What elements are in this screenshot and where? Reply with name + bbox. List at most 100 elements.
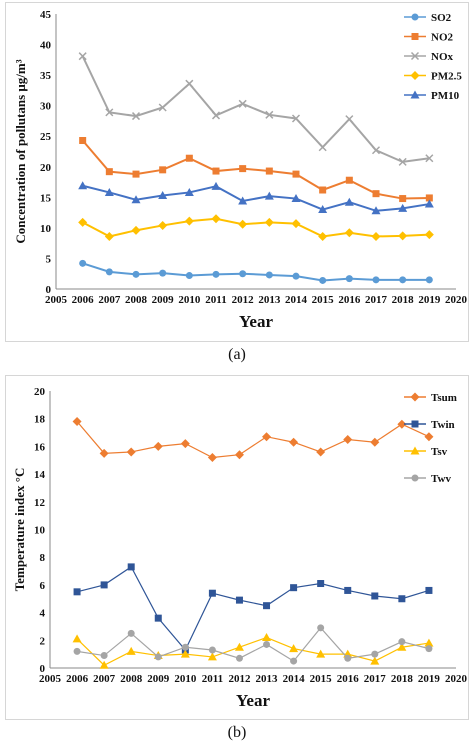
caption-a: (a): [228, 346, 246, 363]
chart0-data-point: [185, 272, 193, 280]
chart0-data-point: [238, 99, 247, 108]
chart1-legend-item: Twv: [404, 473, 451, 485]
chart1-data-point: [207, 652, 217, 661]
chart1-y-tick-label: 20: [34, 386, 46, 398]
chart1-data-point: [153, 441, 163, 451]
chart1-data-point: [289, 437, 299, 447]
chart1-data-point: [208, 589, 216, 597]
chart0-legend-item: PM2.5: [404, 71, 462, 83]
chart1-data-point: [73, 647, 81, 655]
chart1-data-point: [207, 452, 217, 462]
chart0-data-point: [158, 103, 167, 112]
chart0-data-point: [318, 143, 327, 152]
chart0-data-point: [291, 219, 301, 229]
chart0-x-tick-label: 2012: [232, 294, 255, 306]
chart1-data-point: [127, 629, 135, 637]
chart0-y-tick-label: 0: [46, 284, 52, 296]
chart0-data-point: [212, 270, 220, 278]
chart1-x-tick-label: 2005: [39, 673, 62, 685]
chart0-y-tick-label: 35: [40, 70, 52, 82]
chart0-data-point: [239, 270, 247, 278]
chart1-legend-label: Tsum: [431, 392, 457, 404]
chart1-x-tick-label: 2020: [445, 673, 468, 685]
chart1-data-point: [100, 581, 108, 589]
chart1-series-tsum: [72, 416, 434, 462]
chart1-data-point: [262, 633, 272, 642]
chart1-x-tick-label: 2006: [66, 673, 89, 685]
chart0-legend-item: NO2: [404, 32, 454, 44]
chart0-data-point: [184, 216, 194, 226]
chart0-legend-marker: [410, 90, 420, 99]
chart0-series-line: [81, 139, 430, 200]
chart0-y-tick-label: 5: [46, 253, 52, 265]
chart1-y-tick-label: 18: [34, 414, 46, 426]
chart0-data-point: [212, 167, 220, 175]
chart1-series-line: [76, 566, 430, 652]
chart0-data-point: [291, 114, 301, 123]
chart0-x-tick-label: 2017: [365, 294, 388, 306]
chart0-legend-marker: [411, 33, 419, 40]
chart1-data-point: [424, 638, 434, 647]
chart1-data-point: [344, 586, 352, 594]
chart1-series-twin: [73, 563, 433, 654]
chart1-data-point: [424, 432, 434, 442]
chart0-data-point: [264, 191, 274, 200]
chart1-y-axis-title: Temperature index °C: [12, 468, 27, 592]
chart0-data-point: [78, 181, 88, 190]
chart1-data-point: [289, 644, 299, 653]
chart1-data-point: [263, 602, 271, 610]
chart0-data-point: [319, 276, 327, 284]
chart0-data-point: [372, 190, 380, 198]
chart0-x-tick-label: 2008: [125, 294, 148, 306]
chart1-y-tick-label: 12: [34, 497, 46, 509]
chart0-x-axis-title: Year: [239, 312, 273, 331]
chart1-data-point: [371, 592, 379, 600]
chart0-data-point: [292, 170, 300, 178]
chart0-data-point: [265, 110, 274, 119]
chart0-data-point: [398, 203, 408, 212]
chart1-data-point: [290, 584, 298, 592]
chart1-data-point: [99, 660, 109, 669]
chart1-data-point: [397, 419, 407, 429]
chart0-data-point: [105, 108, 114, 117]
chart0-x-tick-label: 2009: [152, 294, 175, 306]
chart1-data-point: [154, 614, 162, 622]
chart1-x-tick-label: 2019: [418, 673, 441, 685]
chart1-legend-item: Twin: [404, 419, 455, 431]
chart0-data-point: [239, 165, 247, 173]
chart1-x-tick-label: 2009: [147, 673, 170, 685]
chart0-data-point: [79, 259, 87, 267]
chart0-data-point: [211, 214, 221, 224]
chart0-legend-label: PM10: [431, 90, 460, 102]
chart1-data-point: [126, 447, 136, 457]
chart0-x-tick-label: 2007: [98, 294, 121, 306]
caption-b: (b): [227, 724, 247, 741]
chart0-data-point: [105, 268, 113, 276]
chart0-data-point: [158, 191, 168, 199]
chart0-data-point: [345, 115, 354, 124]
chart0-data-point: [158, 220, 168, 230]
chart1-series-line: [76, 421, 430, 459]
chart0-x-tick-label: 2005: [45, 294, 68, 306]
chart0-data-point: [131, 112, 141, 121]
chart0-data-point: [292, 272, 300, 280]
chart0-data-point: [105, 168, 113, 176]
chart0-y-tick-label: 30: [40, 101, 52, 113]
chart1-x-tick-label: 2017: [364, 673, 387, 685]
chart0-data-point: [185, 154, 193, 162]
chart1-series-line: [76, 636, 430, 666]
chart1-data-point: [317, 580, 325, 588]
chart1-legend-label: Twv: [431, 473, 451, 485]
chart0-x-tick-label: 2018: [392, 294, 415, 306]
chart0-series-line: [82, 184, 430, 212]
chart0-data-point: [425, 194, 433, 202]
chart1-legend-marker: [411, 420, 419, 428]
chart-b-svg: 0 2 4 6 8 10 12 14 16 18 20 2005 2006 2007 2008 2009 201…: [12, 386, 468, 710]
chart0-x-tick-label: 2013: [258, 294, 281, 306]
chart0-x-tick-label: 2019: [418, 294, 441, 306]
chart0-y-tick-label: 10: [40, 223, 52, 235]
chart1-data-point: [316, 649, 326, 658]
chart1-data-point: [235, 596, 243, 604]
chart0-data-point: [399, 276, 407, 284]
chart1-data-point: [127, 563, 135, 571]
